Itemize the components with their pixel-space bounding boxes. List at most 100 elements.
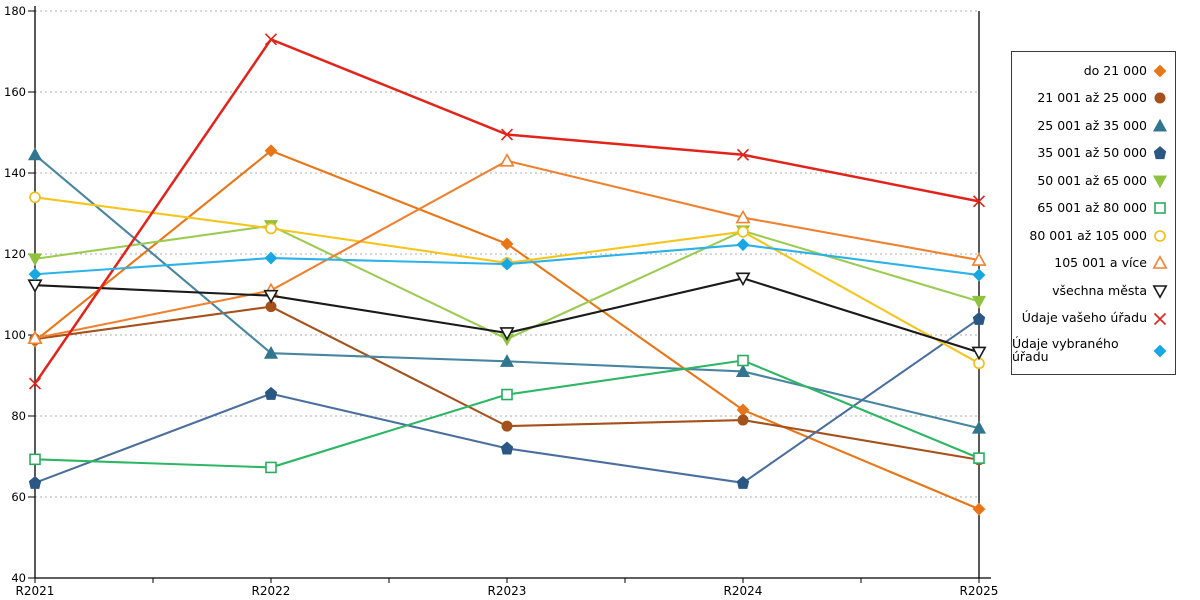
datapoint-105-001-a-vice-R2025[interactable]	[971, 252, 987, 266]
series-vsechna-mesta	[27, 272, 987, 361]
datapoint-vsechna-mesta-R2025[interactable]	[971, 346, 987, 361]
datapoint-21-001-az-25-000-R2023[interactable]	[501, 420, 513, 432]
legend-item-35-001-az-50-000[interactable]: 35 001 až 50 000	[1012, 145, 1175, 161]
datapoint-35-001-az-50-000-R2023[interactable]	[500, 441, 514, 455]
datapoint-105-001-a-vice-R2021[interactable]	[27, 330, 43, 345]
datapoint-vsechna-mesta-R2022[interactable]	[263, 289, 279, 304]
datapoint-udaje-vybraneho-uradu-R2025[interactable]	[972, 268, 986, 282]
datapoint-80-001-az-105-000-R2022[interactable]	[265, 222, 277, 235]
datapoint-udaje-vaseho-uradu-R2024[interactable]	[736, 148, 750, 161]
x-open-icon	[1153, 312, 1167, 325]
datapoint-25-001-az-35-000-R2024[interactable]	[735, 364, 751, 377]
y-axis-label: 140	[4, 166, 26, 180]
legend-label: 80 001 až 105 000	[1029, 227, 1147, 243]
legend-marker-21-001-az-25-000[interactable]	[1154, 92, 1166, 104]
legend-item-udaje-vaseho-uradu[interactable]: Údaje vašeho úřadu	[1012, 311, 1175, 327]
series-21-001-az-25-000	[29, 301, 985, 466]
legend-label: 35 001 až 50 000	[1037, 145, 1147, 161]
legend-item-80-001-az-105-000[interactable]: 80 001 až 105 000	[1012, 228, 1175, 244]
legend-item-65-001-az-80-000[interactable]: 65 001 až 80 000	[1012, 200, 1175, 216]
datapoint-65-001-az-80-000-R2023[interactable]	[501, 388, 513, 401]
datapoint-105-001-a-vice-R2024[interactable]	[735, 209, 751, 224]
x-axis-label-r2025: R2025	[960, 584, 999, 598]
datapoint-udaje-vaseho-uradu-R2022[interactable]	[264, 33, 278, 46]
legend-marker-105-001-a-vice[interactable]	[1152, 255, 1168, 270]
y-axis-label: 120	[4, 247, 26, 261]
datapoint-65-001-az-80-000-R2024[interactable]	[737, 354, 749, 367]
datapoint-do-21-000-R2023[interactable]	[500, 237, 514, 251]
legend-label: všechna města	[1052, 282, 1147, 298]
legend-item-21-001-az-25-000[interactable]: 21 001 až 25 000	[1012, 90, 1175, 106]
datapoint-udaje-vybraneho-uradu-R2023[interactable]	[500, 257, 514, 271]
legend-item-50-001-az-65-000[interactable]: 50 001 až 65 000	[1012, 173, 1175, 189]
x-axis-label-r2023: R2023	[488, 584, 527, 598]
legend-item-25-001-az-35-000[interactable]: 25 001 až 35 000	[1012, 118, 1175, 134]
datapoint-35-001-az-50-000-R2022[interactable]	[264, 386, 278, 400]
triangle-down-icon	[1152, 175, 1168, 189]
legend-marker-vsechna-mesta[interactable]	[1152, 285, 1168, 299]
datapoint-25-001-az-35-000-R2021[interactable]	[27, 147, 43, 161]
datapoint-21-001-az-25-000-R2024[interactable]	[737, 414, 749, 426]
series-35-001-az-50-000	[28, 311, 986, 489]
datapoint-udaje-vybraneho-uradu-R2024[interactable]	[736, 238, 750, 252]
x-axis-label-r2021: R2021	[16, 584, 55, 598]
legend-marker-50-001-az-65-000[interactable]	[1152, 175, 1168, 189]
legend-marker-35-001-az-50-000[interactable]	[1153, 146, 1167, 160]
legend-item-vsechna-mesta[interactable]: všechna města	[1012, 283, 1175, 299]
legend-label: 50 001 až 65 000	[1037, 172, 1147, 188]
datapoint-do-21-000-R2025[interactable]	[972, 502, 986, 516]
datapoint-udaje-vaseho-uradu-R2023[interactable]	[500, 128, 514, 141]
datapoint-udaje-vybraneho-uradu-R2021[interactable]	[28, 267, 42, 281]
y-axis-label: 40	[11, 571, 26, 585]
legend-marker-do-21-000[interactable]	[1153, 64, 1167, 78]
legend-marker-65-001-az-80-000[interactable]	[1154, 202, 1166, 215]
y-axis-label: 80	[11, 409, 26, 423]
datapoint-udaje-vaseho-uradu-R2025[interactable]	[972, 195, 986, 208]
legend-marker-udaje-vaseho-uradu[interactable]	[1153, 312, 1167, 325]
datapoint-35-001-az-50-000-R2025[interactable]	[972, 311, 986, 325]
legend-item-105-001-a-vice[interactable]: 105 001 a více	[1012, 255, 1175, 271]
y-axis-label: 180	[4, 4, 26, 18]
x-axis-label-r2022: R2022	[252, 584, 291, 598]
datapoint-25-001-az-35-000-R2025[interactable]	[971, 420, 987, 434]
y-axis-label: 60	[11, 490, 26, 504]
datapoint-65-001-az-80-000-R2022[interactable]	[265, 461, 277, 474]
datapoint-35-001-az-50-000-R2021[interactable]	[28, 475, 42, 489]
y-axis-label: 160	[4, 85, 26, 99]
y-axis-label: 100	[4, 328, 26, 342]
legend-label: 105 001 a více	[1054, 255, 1147, 271]
datapoint-105-001-a-vice-R2023[interactable]	[499, 152, 515, 167]
circle-icon	[1154, 92, 1166, 104]
square-open-icon	[1154, 202, 1166, 215]
triangle-up-icon	[1152, 118, 1168, 132]
datapoint-50-001-az-65-000-R2025[interactable]	[971, 295, 987, 309]
datapoint-udaje-vybraneho-uradu-R2022[interactable]	[264, 251, 278, 265]
series-udaje-vybraneho-uradu	[28, 238, 986, 282]
datapoint-50-001-az-65-000-R2021[interactable]	[27, 253, 43, 267]
legend-item-udaje-vybraneho-uradu[interactable]: Údaje vybraného úřadu	[1012, 337, 1175, 363]
datapoint-do-21-000-R2022[interactable]	[264, 144, 278, 158]
legend-label: 25 001 až 35 000	[1037, 117, 1147, 133]
datapoint-65-001-az-80-000-R2021[interactable]	[29, 453, 41, 466]
legend-label: do 21 000	[1083, 62, 1147, 78]
legend-marker-80-001-az-105-000[interactable]	[1154, 230, 1166, 242]
legend-label: 21 001 až 25 000	[1037, 90, 1147, 106]
datapoint-25-001-az-35-000-R2023[interactable]	[499, 354, 515, 367]
legend-label: 65 001 až 80 000	[1037, 200, 1147, 216]
legend-marker-25-001-az-35-000[interactable]	[1152, 118, 1168, 132]
chart-legend: do 21 000 21 001 až 25 000 25 001 až 35 00…	[1011, 51, 1176, 375]
diamond-icon	[1153, 344, 1167, 357]
datapoint-65-001-az-80-000-R2025[interactable]	[973, 452, 985, 464]
datapoint-vsechna-mesta-R2023[interactable]	[499, 327, 515, 341]
datapoint-80-001-az-105-000-R2021[interactable]	[29, 191, 41, 204]
diamond-icon	[1153, 64, 1167, 78]
datapoint-udaje-vaseho-uradu-R2021[interactable]	[28, 377, 42, 390]
datapoint-35-001-az-50-000-R2024[interactable]	[736, 475, 750, 489]
datapoint-80-001-az-105-000-R2024[interactable]	[737, 225, 749, 238]
legend-marker-udaje-vybraneho-uradu[interactable]	[1153, 344, 1167, 357]
series-25-001-az-35-000	[27, 147, 987, 434]
datapoint-25-001-az-35-000-R2022[interactable]	[263, 345, 279, 359]
legend-item-do-21-000[interactable]: do 21 000	[1012, 63, 1175, 79]
datapoint-vsechna-mesta-R2024[interactable]	[735, 272, 751, 287]
